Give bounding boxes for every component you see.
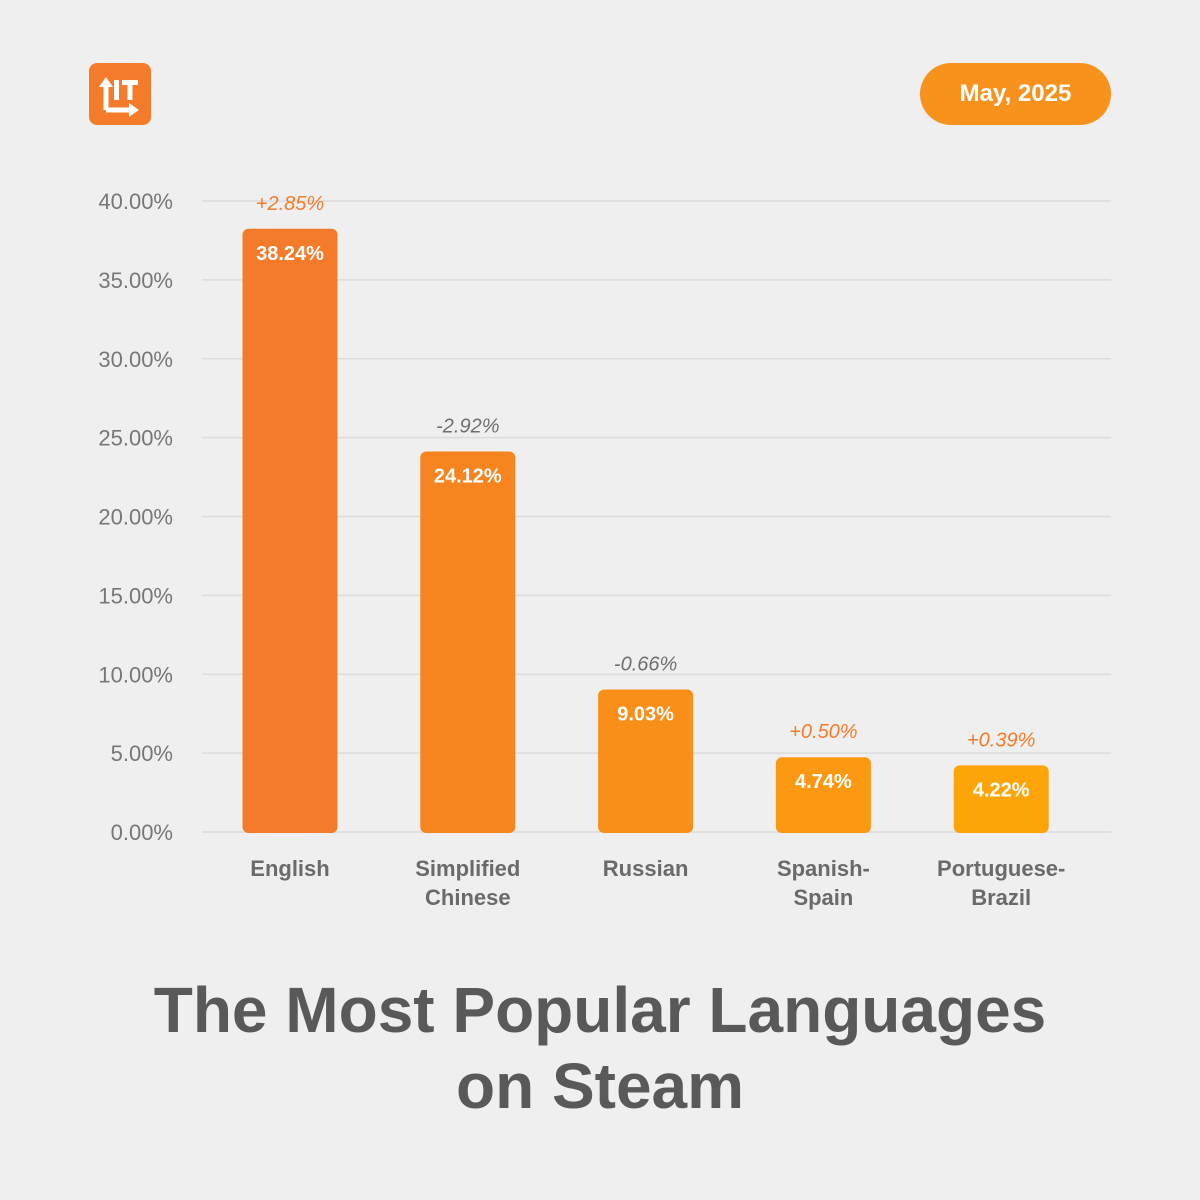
bar-value-label: 4.22%	[973, 779, 1030, 801]
y-tick-label: 25.00%	[98, 426, 173, 451]
y-tick-label: 0.00%	[111, 820, 173, 845]
bar	[242, 228, 338, 833]
bar-value-label: 4.74%	[795, 771, 852, 793]
y-tick-label: 10.00%	[98, 662, 173, 687]
x-category-label: English	[250, 856, 329, 881]
y-tick-label: 40.00%	[98, 189, 173, 214]
x-category-label: Chinese	[425, 885, 511, 910]
bar	[420, 451, 516, 833]
date-label: May, 2025	[959, 80, 1072, 107]
bar	[953, 765, 1049, 833]
title-line-2: on Steam	[455, 1050, 745, 1122]
bar-value-label: 9.03%	[617, 704, 674, 726]
change-label: -2.92%	[436, 416, 499, 438]
bar	[775, 757, 871, 833]
y-tick-label: 5.00%	[111, 741, 173, 766]
chart-title: The Most Popular Languages on Steam	[0, 972, 1200, 1124]
x-category-label: Brazil	[971, 885, 1031, 910]
x-category-label: Portuguese-	[937, 856, 1065, 881]
y-tick-label: 30.00%	[98, 347, 173, 372]
x-category-label: Spanish-	[777, 856, 870, 881]
y-tick-label: 35.00%	[98, 268, 173, 293]
bar	[598, 689, 694, 833]
change-label: -0.66%	[614, 654, 677, 676]
change-label: +0.39%	[967, 729, 1035, 751]
change-label: +2.85%	[256, 193, 324, 215]
x-category-label: Simplified	[415, 856, 520, 881]
title-line-1: The Most Popular Languages	[153, 974, 1047, 1046]
x-category-label: Spain	[793, 885, 853, 910]
bar-chart: 0.00% 5.00% 10.00% 15.00% 20.00% 25.00% 30.00%…	[98, 189, 1111, 910]
y-tick-label: 20.00%	[98, 505, 173, 530]
lit-logo-icon	[89, 63, 151, 125]
bar-value-label: 38.24%	[256, 243, 324, 265]
change-label: +0.50%	[789, 721, 857, 743]
bar-value-label: 24.12%	[434, 466, 502, 488]
x-category-label: Russian	[603, 856, 689, 881]
date-badge: May, 2025	[920, 63, 1111, 125]
y-tick-label: 15.00%	[98, 583, 173, 608]
